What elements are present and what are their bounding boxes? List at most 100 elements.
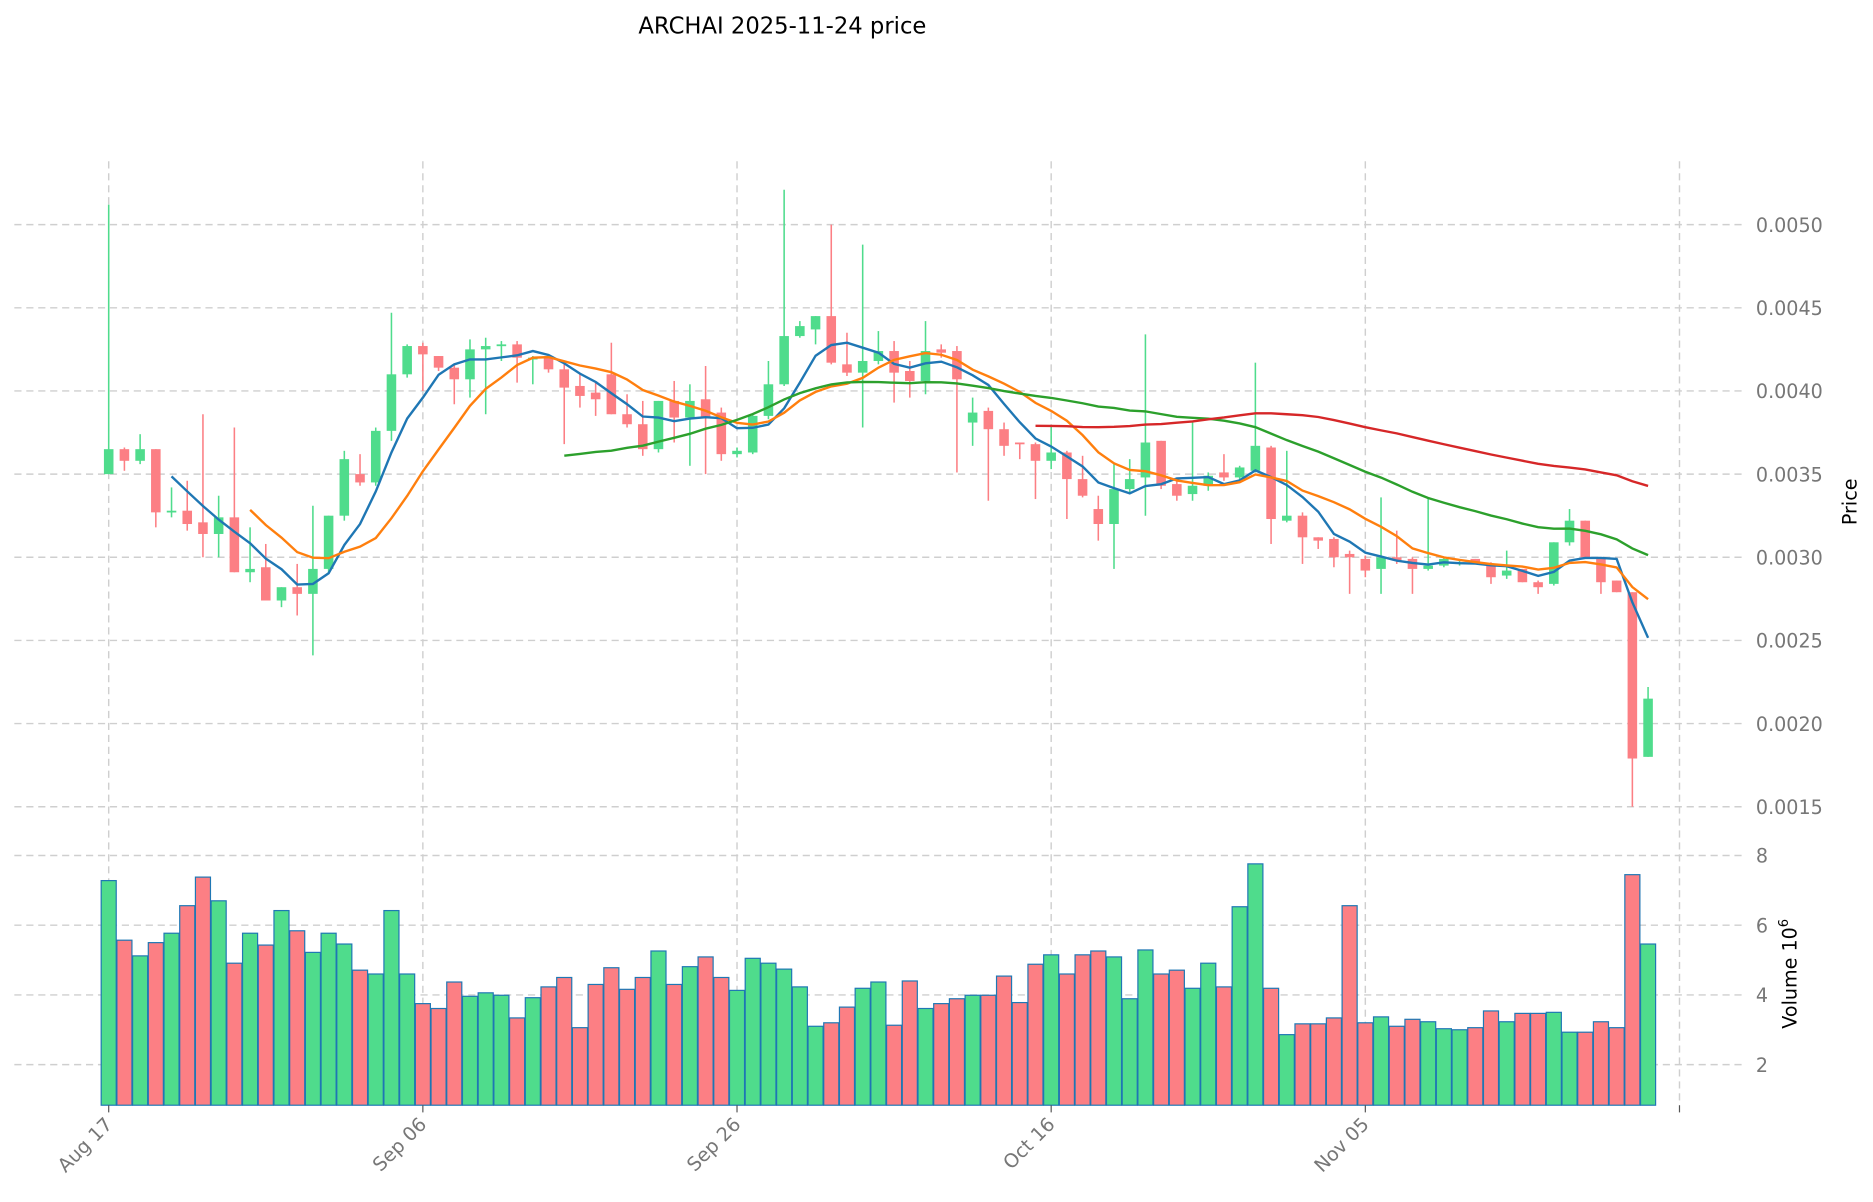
price-axis-label: Price <box>1838 479 1861 526</box>
candle-body <box>1124 479 1135 490</box>
candle-body <box>245 568 255 573</box>
volume-tick-label: 2 <box>1756 1054 1768 1077</box>
volume-bar <box>807 1025 824 1106</box>
candle-body <box>402 346 412 375</box>
volume-bar <box>571 1027 589 1106</box>
candle <box>229 427 240 573</box>
volume-bar <box>854 987 871 1106</box>
candle <box>1219 454 1229 481</box>
volume-bar <box>1577 1031 1594 1106</box>
volume-bars <box>100 863 1657 1106</box>
volume-bar <box>697 956 714 1106</box>
volume-bar <box>194 876 212 1106</box>
candle-body <box>795 326 805 337</box>
volume-tick-label: 6 <box>1756 914 1768 937</box>
candle-body <box>182 510 193 525</box>
candle-body <box>292 587 302 594</box>
candle <box>402 344 412 378</box>
candle-body <box>1172 484 1182 496</box>
candle-body <box>1580 520 1591 558</box>
volume-bar <box>289 930 306 1106</box>
volume-bar <box>320 932 337 1106</box>
volume-bar <box>304 951 322 1106</box>
candle-body <box>889 351 899 373</box>
candle-body <box>465 349 475 380</box>
candle-body <box>386 374 397 431</box>
candle <box>637 400 648 456</box>
candle-body <box>339 459 350 516</box>
candle <box>1329 537 1339 568</box>
volume-bar <box>744 957 761 1106</box>
volume-bar <box>273 909 290 1106</box>
candle <box>857 244 868 428</box>
candle-body <box>967 412 978 423</box>
volume-bar <box>776 968 793 1106</box>
candle <box>182 480 193 531</box>
volume-bar <box>477 992 494 1106</box>
candle-body <box>952 351 962 380</box>
candle <box>1297 512 1308 564</box>
candle <box>465 339 475 398</box>
candle-body <box>496 344 507 347</box>
volume-bar <box>791 986 808 1106</box>
volume-bar <box>116 939 133 1106</box>
candle <box>967 397 978 446</box>
price-tick-label: 0.0050 <box>1756 214 1823 237</box>
candle <box>826 224 837 365</box>
candle-body <box>920 351 931 381</box>
ma60-line <box>1035 412 1649 488</box>
candle-body <box>669 400 679 418</box>
candle-body <box>1077 479 1088 496</box>
candle-body <box>135 449 145 461</box>
candle-body <box>1391 557 1402 561</box>
candle-body <box>370 430 381 483</box>
candle <box>590 382 601 416</box>
candle <box>1077 455 1088 498</box>
candle-body <box>1219 472 1229 478</box>
volume-bar <box>618 988 636 1106</box>
candle-body <box>229 517 240 573</box>
candle-body <box>480 346 491 350</box>
volume-bar <box>634 976 651 1106</box>
volume-bar <box>1467 1027 1484 1106</box>
volume-bar <box>1592 1021 1610 1106</box>
volume-bar <box>650 950 667 1106</box>
volume-bar <box>1153 973 1170 1106</box>
volume-bar <box>823 1022 840 1106</box>
candle <box>983 407 994 501</box>
candle-body <box>308 568 318 594</box>
candle <box>1250 362 1261 473</box>
candle-body <box>1156 440 1166 486</box>
candle-body <box>119 449 130 461</box>
candle <box>1014 442 1025 460</box>
candle-body <box>198 522 208 534</box>
candle <box>1156 440 1166 490</box>
volume-bar <box>728 989 746 1106</box>
candle <box>1062 450 1072 520</box>
candle-body <box>763 384 774 416</box>
candle <box>1030 442 1041 500</box>
candle <box>763 361 774 420</box>
volume-bar <box>1027 963 1044 1106</box>
candle <box>700 366 711 475</box>
volume-bar <box>430 1007 447 1106</box>
volume-bar <box>1294 1023 1311 1106</box>
volume-axis-label-text: Volume 10 <box>1779 927 1802 1028</box>
candle-body <box>857 361 868 373</box>
candle-body <box>1611 580 1622 593</box>
candle-body <box>418 346 428 355</box>
candle-body <box>559 369 570 388</box>
ma30-line <box>564 380 1649 557</box>
candle-body <box>1564 520 1575 543</box>
candle <box>669 380 679 443</box>
volume-bar <box>1435 1028 1452 1106</box>
candle-body <box>1643 698 1653 757</box>
candle <box>559 361 570 445</box>
candle <box>261 543 271 601</box>
volume-bar <box>681 966 699 1106</box>
volume-bar <box>163 932 180 1106</box>
candle-body <box>261 567 271 601</box>
volume-bar <box>556 976 573 1106</box>
volume-axis-label: Volume 106 <box>1777 919 1801 1029</box>
volume-bar <box>399 973 416 1106</box>
